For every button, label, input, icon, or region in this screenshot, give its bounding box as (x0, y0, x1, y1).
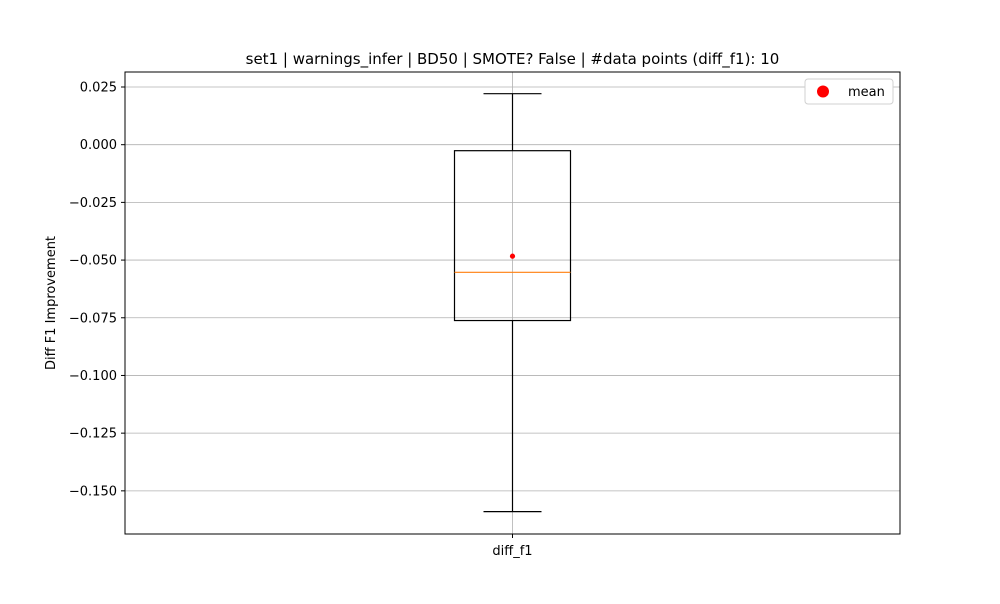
y-tick-label: −0.075 (69, 311, 117, 326)
y-tick-label: −0.150 (69, 484, 117, 499)
legend-mean-marker (817, 85, 829, 98)
y-tick-label: 0.025 (80, 81, 117, 96)
chart-title: set1 | warnings_infer | BD50 | SMOTE? Fa… (246, 50, 780, 69)
y-tick-label: −0.050 (69, 254, 117, 269)
y-tick-label: 0.000 (80, 138, 117, 153)
iqr-box (453, 150, 572, 322)
y-tick-label: −0.025 (69, 196, 117, 211)
y-axis: 0.025 0.000 −0.025 −0.050 −0.075 −0.100 −0.125… (69, 81, 125, 499)
y-tick-label: −0.125 (69, 427, 117, 442)
legend-frame (804, 78, 894, 105)
y-axis-label: Diff F1 Improvement (44, 236, 59, 370)
x-tick-label: diff_f1 (492, 544, 532, 559)
x-axis: diff_f1 (492, 534, 533, 559)
plot-area-frame (124, 71, 901, 535)
mean-marker (509, 253, 516, 259)
legend-mean-label: mean (848, 85, 885, 100)
box-series (453, 93, 572, 513)
y-tick-label: −0.100 (69, 369, 117, 384)
legend: mean (804, 78, 894, 105)
